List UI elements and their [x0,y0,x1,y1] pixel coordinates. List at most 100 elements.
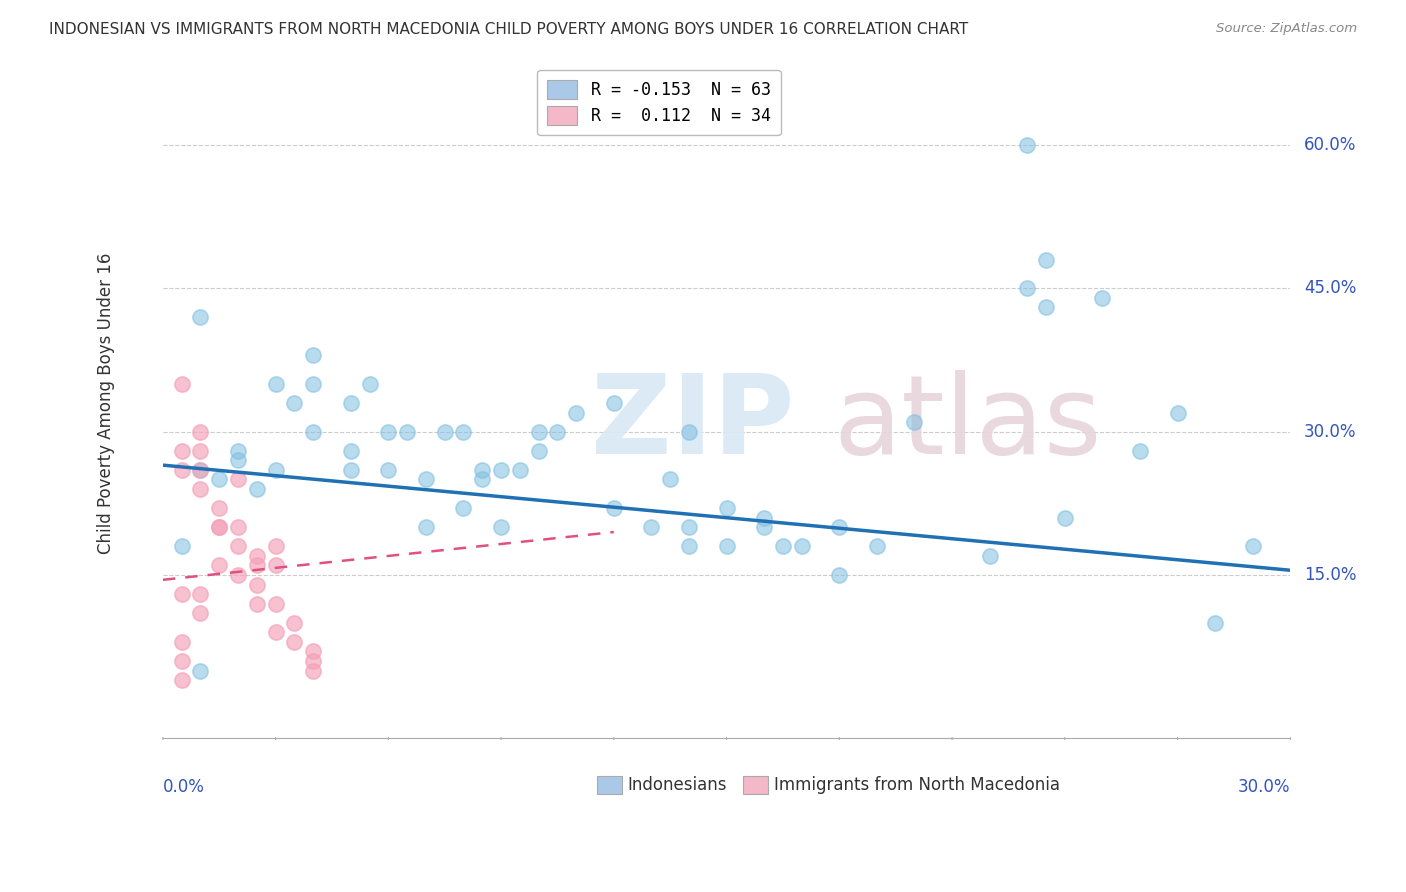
Point [603,501,626,516]
Point [226,520,249,534]
Point [302,376,325,391]
Text: 60.0%: 60.0% [1303,136,1357,154]
Point [190,463,212,477]
Point [471,473,494,487]
Point [546,425,568,439]
Point [396,425,419,439]
Point [678,425,700,439]
Point [246,577,269,591]
Point [1017,138,1039,153]
Point [226,443,249,458]
Point [1241,540,1264,554]
Point [1053,510,1076,524]
Point [283,615,305,630]
Point [377,463,399,477]
Point [509,463,531,477]
Point [471,463,494,477]
Point [208,520,231,534]
Point [170,673,193,688]
Point [489,463,512,477]
Point [716,540,738,554]
Point [716,501,738,516]
Point [339,443,361,458]
Point [302,644,325,658]
Point [1035,301,1057,315]
Point [190,607,212,621]
Point [678,520,700,534]
FancyBboxPatch shape [744,776,768,795]
Point [359,376,381,391]
Point [752,520,775,534]
Point [246,597,269,611]
Point [226,568,249,582]
Point [828,568,851,582]
Point [1091,291,1114,305]
Text: Source: ZipAtlas.com: Source: ZipAtlas.com [1216,22,1357,36]
Point [640,520,662,534]
Point [246,549,269,563]
Point [1167,406,1189,420]
Point [264,376,287,391]
Text: Child Poverty Among Boys Under 16: Child Poverty Among Boys Under 16 [97,252,115,554]
Point [208,473,231,487]
Text: 15.0%: 15.0% [1303,566,1357,584]
Point [170,654,193,668]
Point [659,473,682,487]
Point [302,664,325,678]
Point [828,520,851,534]
Point [246,482,269,496]
Point [489,520,512,534]
Point [377,425,399,439]
Point [433,425,456,439]
Point [1035,252,1057,267]
Point [979,549,1001,563]
Point [1204,615,1226,630]
Text: 45.0%: 45.0% [1303,279,1357,297]
Point [170,587,193,601]
Point [170,540,193,554]
Point [170,443,193,458]
Point [264,540,287,554]
Point [565,406,588,420]
Point [226,473,249,487]
Point [527,425,550,439]
Text: 0.0%: 0.0% [163,778,205,796]
FancyBboxPatch shape [598,776,621,795]
Point [1017,281,1039,295]
Point [190,443,212,458]
Point [246,558,269,573]
Point [752,510,775,524]
Point [283,635,305,649]
Point [678,540,700,554]
Point [208,501,231,516]
Point [170,376,193,391]
Point [339,396,361,410]
Point [866,540,889,554]
Point [226,540,249,554]
Point [415,520,437,534]
Point [226,453,249,467]
Point [190,463,212,477]
Point [1129,443,1152,458]
Point [208,558,231,573]
Text: ZIP: ZIP [592,369,794,476]
Text: 30.0%: 30.0% [1237,778,1291,796]
Text: INDONESIAN VS IMMIGRANTS FROM NORTH MACEDONIA CHILD POVERTY AMONG BOYS UNDER 16 : INDONESIAN VS IMMIGRANTS FROM NORTH MACE… [49,22,969,37]
Point [283,396,305,410]
Text: Indonesians: Indonesians [627,776,727,794]
Point [190,482,212,496]
Point [264,463,287,477]
Point [190,425,212,439]
Point [190,310,212,324]
Point [603,396,626,410]
Point [302,348,325,362]
Point [339,463,361,477]
Point [190,664,212,678]
Point [264,625,287,640]
Point [190,587,212,601]
Point [453,425,475,439]
Text: 30.0%: 30.0% [1303,423,1357,441]
Point [527,443,550,458]
Point [302,425,325,439]
Point [264,597,287,611]
